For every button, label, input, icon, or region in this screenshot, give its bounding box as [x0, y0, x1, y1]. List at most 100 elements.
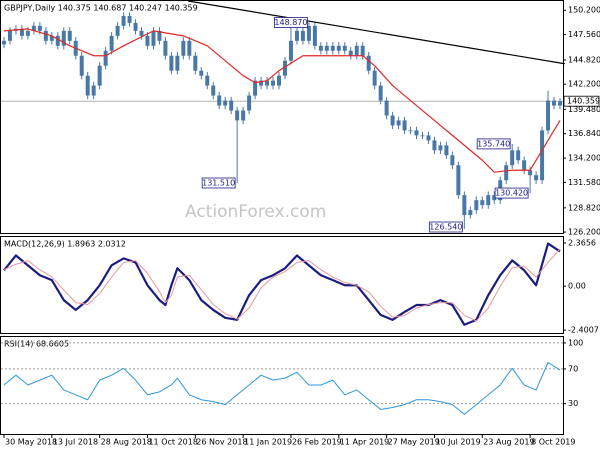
x-tick-label: 10 Jul 2019	[435, 438, 480, 447]
candle-body	[49, 35, 54, 41]
candle-body	[510, 150, 515, 166]
candle-body	[474, 200, 479, 211]
x-tick-label: 26 Feb 2019	[292, 438, 342, 447]
candle-body	[348, 50, 353, 56]
x-tick-label: 8 Oct 2019	[531, 438, 575, 447]
candle-body	[462, 195, 467, 216]
candle-body	[336, 45, 341, 51]
panel-title: RSI(14) 68.6605	[4, 340, 69, 349]
candle-body	[199, 70, 204, 76]
candle-body	[265, 80, 270, 86]
candle-body	[450, 155, 455, 166]
candle-body	[288, 40, 293, 61]
candle-body	[223, 100, 228, 106]
annotation-label: 135.740	[477, 139, 510, 148]
annotation-label: 130.420	[495, 189, 528, 198]
trendline	[188, 0, 565, 65]
candle-body	[31, 25, 36, 31]
candle-body	[91, 85, 96, 96]
candle-body	[151, 30, 156, 46]
y-tick-label: 126.200	[568, 228, 600, 237]
candle-body	[79, 55, 84, 76]
candle-body	[1, 40, 6, 45]
candle-body	[366, 55, 371, 71]
x-tick-label: 11 Apr 2019	[340, 438, 389, 447]
x-tick-label: 11 Jan 2019	[244, 438, 292, 447]
candle-body	[205, 75, 210, 86]
candle-body	[247, 95, 252, 111]
y-tick-label: 128.820	[568, 203, 600, 212]
candle-body	[211, 85, 216, 96]
candle-body	[354, 45, 359, 56]
candle-body	[55, 35, 60, 46]
annotation-label: 148.870	[274, 18, 307, 27]
x-tick-label: 28 Aug 2018	[101, 438, 152, 447]
y-tick-label: 70	[568, 364, 578, 373]
candle-body	[19, 28, 24, 36]
candle-body	[534, 175, 539, 181]
annotation-label: 131.510	[202, 178, 235, 187]
candle-body	[432, 140, 437, 151]
candle-body	[528, 170, 533, 176]
y-tick-label: 144.820	[568, 55, 600, 64]
annotation-box	[476, 138, 511, 150]
candle-body	[300, 30, 305, 41]
candle-body	[181, 40, 186, 56]
candle-body	[253, 80, 258, 96]
price-panel-frame	[0, 0, 564, 234]
candle-body	[175, 55, 180, 71]
candle-body	[169, 55, 174, 71]
candle-body	[235, 110, 240, 121]
x-tick-label: 30 May 2018	[5, 438, 57, 447]
candle-body	[480, 200, 485, 206]
candle-body	[7, 30, 12, 41]
candle-body	[330, 45, 335, 51]
candle-body	[133, 22, 138, 31]
candle-body	[282, 60, 287, 76]
x-tick-label: 27 May 2019	[388, 438, 440, 447]
y-tick-label: 136.840	[568, 129, 600, 138]
y-tick-label: 2.3656	[568, 238, 596, 247]
candle-body	[67, 30, 72, 41]
candle-body	[97, 65, 102, 86]
last-price-label: 140.359	[567, 97, 600, 106]
candle-body	[444, 145, 449, 156]
candle-body	[384, 100, 389, 116]
candle-body	[217, 95, 222, 106]
watermark: ActionForex.com	[185, 202, 326, 222]
candle-body	[324, 45, 329, 51]
candle-body	[139, 30, 144, 36]
candle-body	[390, 115, 395, 126]
candle-body	[492, 195, 497, 201]
candle-body	[103, 50, 108, 66]
candle-body	[37, 25, 42, 31]
candle-body	[438, 145, 443, 151]
candle-body	[157, 30, 162, 41]
candle-body	[25, 30, 30, 36]
candle-body	[420, 135, 425, 137]
candle-body	[271, 80, 276, 86]
candle-body	[378, 85, 383, 101]
x-tick-label: 11 Oct 2018	[148, 438, 197, 447]
y-tick-label: 131.580	[568, 178, 600, 187]
candle-body	[145, 35, 150, 46]
candle-body	[259, 80, 264, 86]
candle-body	[85, 75, 90, 96]
candle-body	[522, 160, 527, 171]
candle-body	[546, 100, 551, 131]
annotation-label: 126.540	[429, 223, 462, 232]
candle-body	[109, 35, 114, 51]
annotation-box	[494, 187, 529, 199]
y-tick-label: 0.00	[568, 282, 586, 291]
candle-body	[277, 75, 282, 86]
candle-body	[163, 40, 168, 56]
candle-body	[504, 165, 509, 181]
candle-body	[43, 30, 48, 41]
y-tick-label: 139.480	[568, 105, 600, 114]
annotation-box	[428, 221, 463, 233]
x-tick-label: 23 Aug 2019	[483, 438, 534, 447]
indicator-line	[3, 242, 561, 326]
candle-body	[342, 45, 347, 51]
